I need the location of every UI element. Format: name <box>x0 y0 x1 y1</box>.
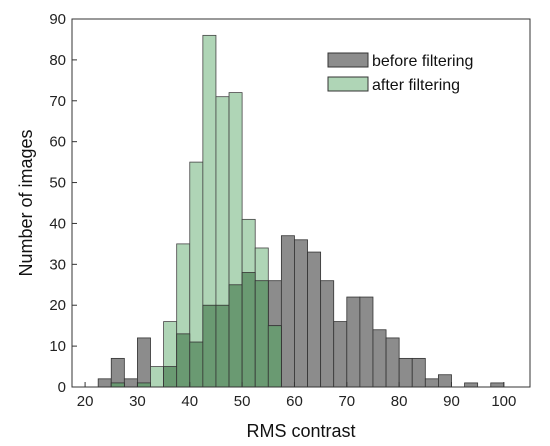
bar-overlap <box>202 304 217 388</box>
bars-overlap <box>110 272 282 388</box>
bar-overlap <box>241 272 256 388</box>
y-tick-label: 20 <box>49 297 66 314</box>
bar-overlap <box>137 382 151 388</box>
x-tick-label: 80 <box>391 393 408 410</box>
bar-before-filtering <box>280 235 295 388</box>
plot-frame <box>71 18 531 388</box>
bar-overlap <box>215 304 230 388</box>
y-tick-label: 80 <box>49 52 66 69</box>
bar-before-filtering <box>137 337 151 388</box>
bar-before-filtering <box>359 296 374 388</box>
bar-before-filtering <box>294 239 308 388</box>
bar-before-filtering <box>333 321 348 388</box>
y-tick-label: 0 <box>58 379 66 396</box>
bar-before-filtering <box>437 374 452 388</box>
y-axis-title: Number of images <box>16 129 36 276</box>
bar-overlap <box>267 325 282 388</box>
bar-before-filtering <box>490 382 505 388</box>
bar-overlap <box>254 280 269 388</box>
x-tick-label: 100 <box>491 393 516 410</box>
x-tick-label: 50 <box>234 393 251 410</box>
x-tick-label: 60 <box>286 393 303 410</box>
bar-after-filtering <box>150 366 164 388</box>
x-tick-label: 70 <box>338 393 355 410</box>
bar-before-filtering <box>411 357 426 388</box>
y-tick-label: 50 <box>49 175 66 192</box>
y-tick-label: 40 <box>49 215 66 232</box>
x-tick-label: 90 <box>443 393 460 410</box>
y-tick-label: 90 <box>49 11 66 28</box>
bars-before-filtering <box>97 235 505 388</box>
bar-overlap <box>110 382 125 388</box>
bar-before-filtering <box>398 357 413 388</box>
bar-before-filtering <box>385 337 400 388</box>
y-axis-ticks: 0 10 20 30 40 50 60 70 80 90 <box>49 11 77 396</box>
y-tick-label: 70 <box>49 93 66 110</box>
bar-before-filtering <box>346 296 361 388</box>
bar-before-filtering <box>123 378 138 388</box>
bar-before-filtering <box>372 329 387 388</box>
bar-overlap <box>228 284 243 388</box>
bar-before-filtering <box>320 280 335 388</box>
legend-swatch-after <box>327 76 369 92</box>
bar-before-filtering <box>424 378 439 388</box>
y-tick-label: 10 <box>49 338 66 355</box>
bar-before-filtering <box>97 378 112 388</box>
x-axis-ticks: 20 30 40 50 60 70 80 90 100 <box>77 382 516 410</box>
bar-overlap <box>189 341 204 388</box>
y-tick-label: 30 <box>49 256 66 273</box>
bar-overlap <box>176 333 191 388</box>
legend-swatch-before <box>327 52 369 68</box>
x-tick-label: 40 <box>181 393 198 410</box>
legend-label-after: after filtering <box>372 77 460 94</box>
y-tick-label: 60 <box>49 134 66 151</box>
x-tick-label: 20 <box>77 393 94 410</box>
legend: before filtering after filtering <box>327 52 473 94</box>
x-axis-title: RMS contrast <box>246 421 355 441</box>
x-tick-label: 30 <box>129 393 146 410</box>
legend-label-before: before filtering <box>372 53 473 70</box>
bar-before-filtering <box>464 382 479 388</box>
bar-before-filtering <box>307 251 322 388</box>
bar-overlap <box>163 366 178 388</box>
